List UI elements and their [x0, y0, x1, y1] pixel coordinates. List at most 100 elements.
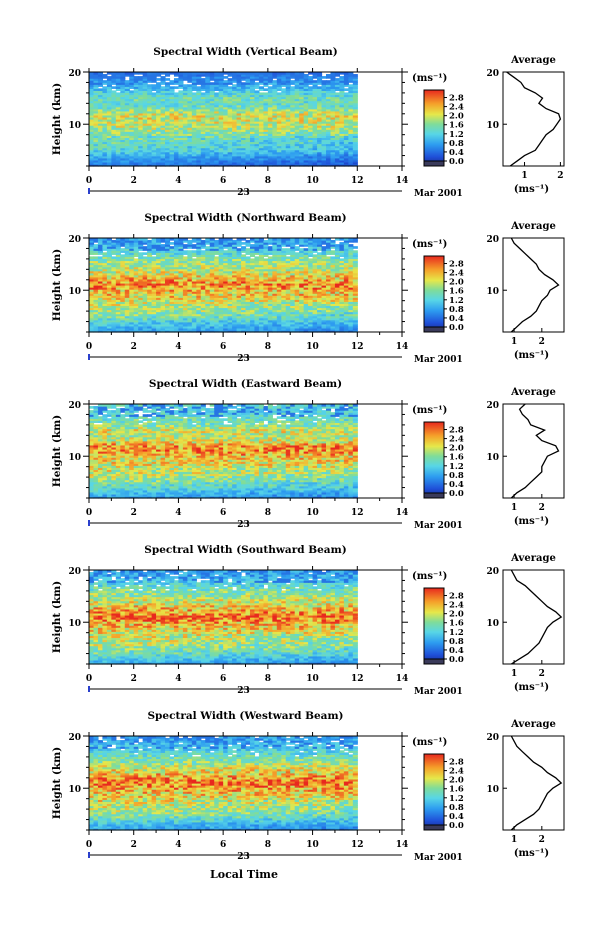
colorbar-tick-label: 0.4: [449, 148, 464, 158]
colorbar-floor: [423, 326, 445, 333]
colorbar-tick-label: 1.6: [449, 121, 464, 131]
x-tick-label: 4: [175, 840, 181, 850]
average-x-tick-label: 1: [511, 835, 517, 845]
average-profile-line: [510, 403, 560, 499]
x-tick-label: 6: [220, 342, 226, 352]
colorbar-tick-label: 1.6: [449, 453, 464, 463]
x-tick-label: 14: [396, 342, 409, 352]
x-axis: 0 2 4 6 8 10 12 14: [86, 400, 408, 518]
x-tick-label: 0: [86, 342, 92, 352]
panel-title: Spectral Width (Southward Beam): [144, 544, 346, 556]
y-tick-label: 10: [68, 619, 81, 629]
x-tick-label: 12: [351, 176, 364, 186]
colorbar-tick-label: 2.8: [449, 94, 464, 104]
x-tick-label: 0: [86, 176, 92, 186]
panel-5: Spectral Width (Westward Beam)0 2 4 6 8 10 12 1…: [51, 710, 565, 863]
colorbar-unit: (ms⁻¹): [412, 405, 447, 416]
y-tick-label: 10: [68, 121, 81, 131]
y-axis: 10 20: [68, 235, 408, 333]
colorbar-unit: (ms⁻¹): [412, 73, 447, 84]
average-y-tick-label: 20: [486, 733, 499, 743]
date-day-label: 23: [237, 188, 250, 198]
colorbar-tick-label: 1.2: [449, 628, 464, 638]
average-x-tick-label: 2: [557, 171, 563, 181]
colorbar-tick-label: 0.4: [449, 812, 464, 822]
colorbar-tick-label: 1.2: [449, 130, 464, 140]
panel-1: Spectral Width (Vertical Beam)0 2 4 6 8 10 12 1…: [51, 46, 565, 199]
x-axis: 0 2 4 6 8 10 12 14: [86, 732, 408, 850]
panel-4: Spectral Width (Southward Beam)0 2 4 6 8 10 12…: [51, 544, 565, 697]
average-x-label: (ms⁻¹): [514, 516, 549, 527]
date-day-label: 23: [237, 354, 250, 364]
average-x-tick-label: 2: [539, 835, 545, 845]
colorbar-tick-label: 2.4: [449, 103, 464, 113]
panel-3: Spectral Width (Eastward Beam)0 2 4 6 8 10 12 1…: [51, 378, 565, 531]
x-tick-label: 10: [306, 840, 319, 850]
y-tick-label: 10: [68, 287, 81, 297]
y-tick-label: 20: [68, 69, 81, 79]
x-tick-label: 14: [396, 674, 409, 684]
date-day-label: 23: [237, 852, 250, 862]
date-day-label: 23: [237, 686, 250, 696]
colorbar-floor: [423, 160, 445, 167]
colorbar-tick-label: 0.8: [449, 139, 464, 149]
x-tick-label: 12: [351, 342, 364, 352]
x-tick-label: 8: [265, 508, 271, 518]
average-y-tick-label: 10: [486, 121, 499, 131]
colorbar-tick-label: 1.2: [449, 296, 464, 306]
average-frame: [502, 569, 565, 665]
average-x-tick-label: 1: [521, 171, 527, 181]
average-y-tick-label: 10: [486, 619, 499, 629]
colorbar-tick-label: 2.4: [449, 269, 464, 279]
x-tick-label: 0: [86, 508, 92, 518]
average-y-tick-label: 20: [486, 401, 499, 411]
colorbar: [423, 255, 445, 333]
colorbar-tick-label: 0.4: [449, 480, 464, 490]
y-axis: 10 20: [68, 733, 408, 831]
average-x-tick-label: 2: [539, 337, 545, 347]
x-tick-label: 4: [175, 674, 181, 684]
colorbar-tick-label: 0.8: [449, 803, 464, 813]
colorbar: [423, 753, 445, 831]
colorbar-tick-label: 0.0: [449, 489, 464, 499]
x-tick-label: 12: [351, 674, 364, 684]
y-tick-label: 20: [68, 235, 81, 245]
y-axis-label: Height (km): [51, 581, 63, 653]
average-x-tick-label: 1: [511, 337, 517, 347]
colorbar-tick-label: 0.4: [449, 646, 464, 656]
x-axis-label: Local Time: [210, 868, 278, 881]
panel-2: Spectral Width (Northward Beam)0 2 4 6 8 10 12…: [51, 212, 565, 365]
average-frame: [502, 237, 565, 333]
heatmap-cells: [89, 404, 358, 499]
average-x-label: (ms⁻¹): [514, 350, 549, 361]
y-tick-label: 20: [68, 733, 81, 743]
average-y-tick-label: 20: [486, 567, 499, 577]
x-axis: 0 2 4 6 8 10 12 14: [86, 234, 408, 352]
x-tick-label: 10: [306, 342, 319, 352]
average-title: Average: [510, 719, 556, 730]
y-tick-label: 20: [68, 401, 81, 411]
colorbar-tick-label: 0.0: [449, 157, 464, 167]
panel-title: Spectral Width (Vertical Beam): [153, 46, 337, 58]
x-tick-label: 14: [396, 840, 409, 850]
heatmap-cells: [89, 72, 358, 167]
y-tick-label: 20: [68, 567, 81, 577]
panel-title: Spectral Width (Northward Beam): [144, 212, 346, 224]
y-axis-label: Height (km): [51, 415, 63, 487]
y-tick-label: 10: [68, 785, 81, 795]
colorbar-tick-label: 2.0: [449, 278, 464, 288]
colorbar-tick-label: 1.6: [449, 287, 464, 297]
average-x-tick-label: 1: [511, 503, 517, 513]
average-title: Average: [510, 387, 556, 398]
colorbar-tick-label: 0.0: [449, 323, 464, 333]
average-x-label: (ms⁻¹): [514, 682, 549, 693]
colorbar-tick-label: 2.8: [449, 592, 464, 602]
colorbar-tick-label: 2.0: [449, 112, 464, 122]
average-title: Average: [510, 55, 556, 66]
average-y-tick-label: 10: [486, 785, 499, 795]
colorbar-tick-label: 2.4: [449, 767, 464, 777]
x-tick-label: 2: [131, 176, 137, 186]
y-axis: 10 20: [68, 567, 408, 665]
colorbar-tick-label: 0.4: [449, 314, 464, 324]
